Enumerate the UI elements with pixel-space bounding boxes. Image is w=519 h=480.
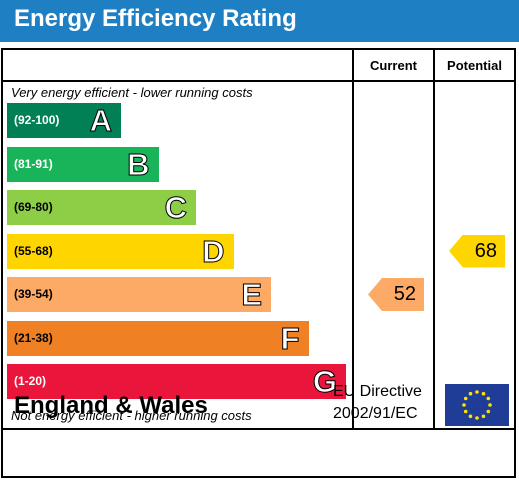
potential-column-header: Potential <box>447 58 502 73</box>
band-letter: A <box>89 103 112 139</box>
band-letter: F <box>280 320 300 356</box>
directive-label: EU Directive <box>333 383 422 400</box>
current-column-divider <box>352 50 354 428</box>
current-column-header: Current <box>370 58 417 73</box>
page-title: Energy Efficiency Rating <box>14 5 297 32</box>
rating-table: Current Potential Very energy efficient … <box>1 48 516 478</box>
band-e: (39-54) E <box>7 277 271 313</box>
potential-rating-arrow: 68 <box>449 234 505 268</box>
band-letter: E <box>241 277 263 313</box>
header-divider <box>3 80 514 82</box>
potential-column-divider <box>433 50 435 428</box>
band-letter: B <box>127 146 150 182</box>
band-range-label: (81-91) <box>14 156 53 171</box>
current-rating-value: 52 <box>393 283 416 305</box>
eu-flag-icon <box>445 384 509 426</box>
potential-rating-value: 68 <box>474 239 497 262</box>
band-range-label: (21-38) <box>14 330 53 345</box>
header-bar: Energy Efficiency Rating <box>0 0 519 42</box>
band-letter: D <box>202 233 225 269</box>
band-range-label: (55-68) <box>14 243 53 258</box>
band-range-label: (92-100) <box>14 113 60 127</box>
band-d: (55-68) D <box>7 233 234 269</box>
footer-divider <box>3 428 514 430</box>
band-b: (81-91) B <box>7 146 159 182</box>
band-range-label: (69-80) <box>14 200 53 214</box>
band-range-label: (1-20) <box>14 374 47 388</box>
current-rating-arrow: 52 <box>368 278 424 311</box>
band-g: (1-20) G <box>7 364 346 400</box>
note-efficient: Very energy efficient - lower running co… <box>11 85 253 100</box>
band-c: (69-80) C <box>7 190 196 226</box>
region-label: England & Wales <box>14 392 208 419</box>
directive-number: 2002/91/EC <box>333 405 418 422</box>
band-f: (21-38) F <box>7 320 309 356</box>
band-a: (92-100) A <box>7 103 121 139</box>
band-letter: C <box>164 190 187 226</box>
band-letter: G <box>312 364 337 400</box>
band-range-label: (39-54) <box>14 287 53 301</box>
note-inefficient: Not energy efficient - higher running co… <box>11 408 252 423</box>
